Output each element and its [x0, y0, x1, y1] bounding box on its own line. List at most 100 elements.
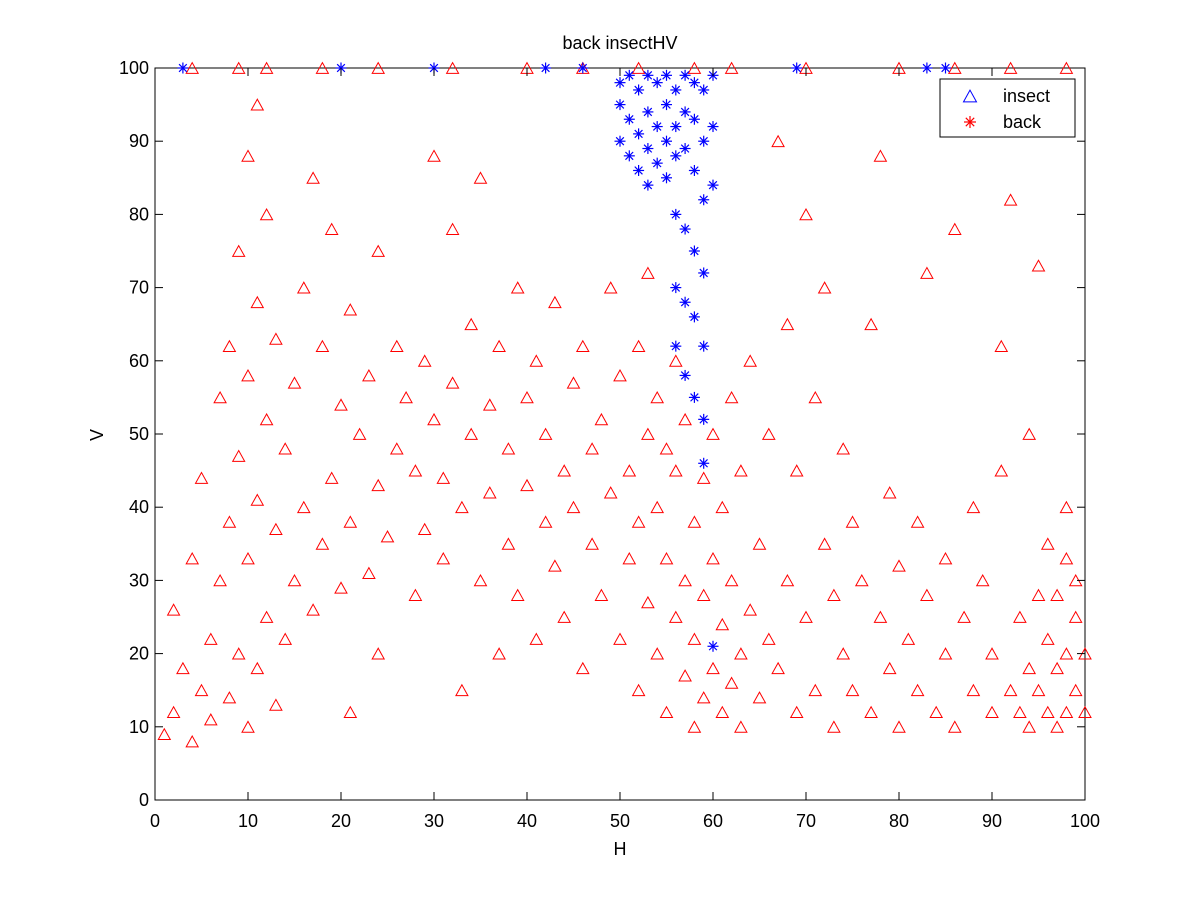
insect-point: [791, 62, 803, 74]
insect-point: [670, 340, 682, 352]
back-point: [724, 573, 739, 587]
back-point: [668, 354, 683, 367]
back-point: [352, 427, 367, 440]
back-point: [287, 376, 302, 389]
back-point: [203, 713, 218, 726]
insect-point: [679, 143, 691, 155]
back-point: [678, 669, 692, 682]
back-point: [1003, 61, 1018, 74]
insect-point: [688, 391, 700, 403]
y-tick-label: 30: [129, 570, 149, 590]
back-point: [185, 552, 200, 565]
insect-point: [679, 69, 691, 81]
back-point: [492, 339, 506, 353]
back-point: [185, 735, 200, 748]
back-point: [492, 647, 506, 660]
y-tick-label: 70: [129, 278, 149, 298]
back-point: [1078, 705, 1092, 719]
y-tick-label: 60: [129, 351, 149, 371]
insect-point: [661, 172, 672, 184]
insect-point: [661, 135, 672, 147]
back-point: [306, 171, 320, 184]
back-point: [259, 610, 274, 623]
insect-point: [670, 84, 682, 96]
back-point: [789, 464, 804, 477]
back-point: [817, 537, 832, 550]
back-point: [938, 552, 953, 565]
insect-point: [177, 62, 189, 74]
back-point: [371, 61, 386, 74]
back-point: [1003, 193, 1018, 206]
insect-point: [540, 62, 552, 74]
insect-point: [679, 106, 691, 118]
back-point: [743, 354, 758, 367]
back-point: [985, 647, 999, 660]
back-point: [445, 222, 460, 235]
back-point: [222, 515, 237, 528]
back-point: [854, 573, 869, 587]
back-point: [278, 442, 293, 455]
back-point: [501, 442, 516, 455]
back-point: [166, 603, 181, 616]
back-point: [752, 537, 767, 550]
back-point: [827, 720, 841, 733]
back-point: [631, 339, 646, 353]
back-point: [250, 295, 265, 309]
back-point: [594, 588, 609, 601]
back-point: [222, 339, 237, 353]
back-point: [687, 720, 702, 733]
back-point: [1013, 610, 1027, 623]
back-point: [445, 376, 460, 389]
back-point: [231, 61, 246, 74]
insect-point: [707, 640, 719, 652]
back-point: [408, 464, 423, 477]
plot-area: [154, 67, 1086, 801]
back-point: [994, 339, 1009, 353]
back-point: [641, 266, 655, 279]
back-point: [417, 522, 432, 536]
legend-item-insect: insect: [962, 86, 1050, 106]
back-point: [557, 464, 572, 477]
back-point: [1013, 705, 1027, 719]
insect-point: [698, 457, 710, 469]
back-point: [613, 369, 627, 382]
back-point: [176, 661, 190, 675]
series-layer: [157, 61, 1092, 748]
insect-point: [651, 121, 663, 133]
back-point: [687, 515, 702, 528]
back-point: [1059, 61, 1074, 74]
back-point: [194, 683, 209, 697]
back-point: [231, 244, 246, 257]
insect-point: [642, 179, 654, 191]
x-tick-label: 0: [150, 811, 160, 831]
back-point: [1068, 683, 1083, 697]
back-point: [659, 552, 674, 565]
back-point: [510, 588, 525, 601]
back-point: [1059, 500, 1074, 514]
back-point: [761, 427, 776, 440]
back-point: [213, 390, 227, 404]
back-point: [436, 552, 451, 565]
back-point: [1031, 683, 1046, 697]
x-axis-label: H: [614, 839, 627, 859]
back-point: [1040, 537, 1055, 550]
back-point: [687, 61, 702, 74]
back-point: [734, 720, 748, 733]
back-point: [343, 515, 358, 528]
back-point: [203, 632, 218, 645]
back-point: [882, 486, 897, 499]
back-point: [1003, 683, 1018, 697]
back-point: [799, 207, 813, 221]
back-point: [882, 661, 897, 675]
back-point: [1031, 259, 1046, 272]
y-axis-label: V: [87, 429, 107, 441]
back-point: [380, 530, 395, 543]
back-point: [241, 149, 255, 162]
back-point: [408, 588, 423, 601]
back-point: [752, 691, 767, 704]
y-tick-label: 10: [129, 717, 149, 737]
back-point: [464, 427, 479, 440]
back-point: [761, 632, 776, 645]
back-point: [715, 705, 730, 719]
